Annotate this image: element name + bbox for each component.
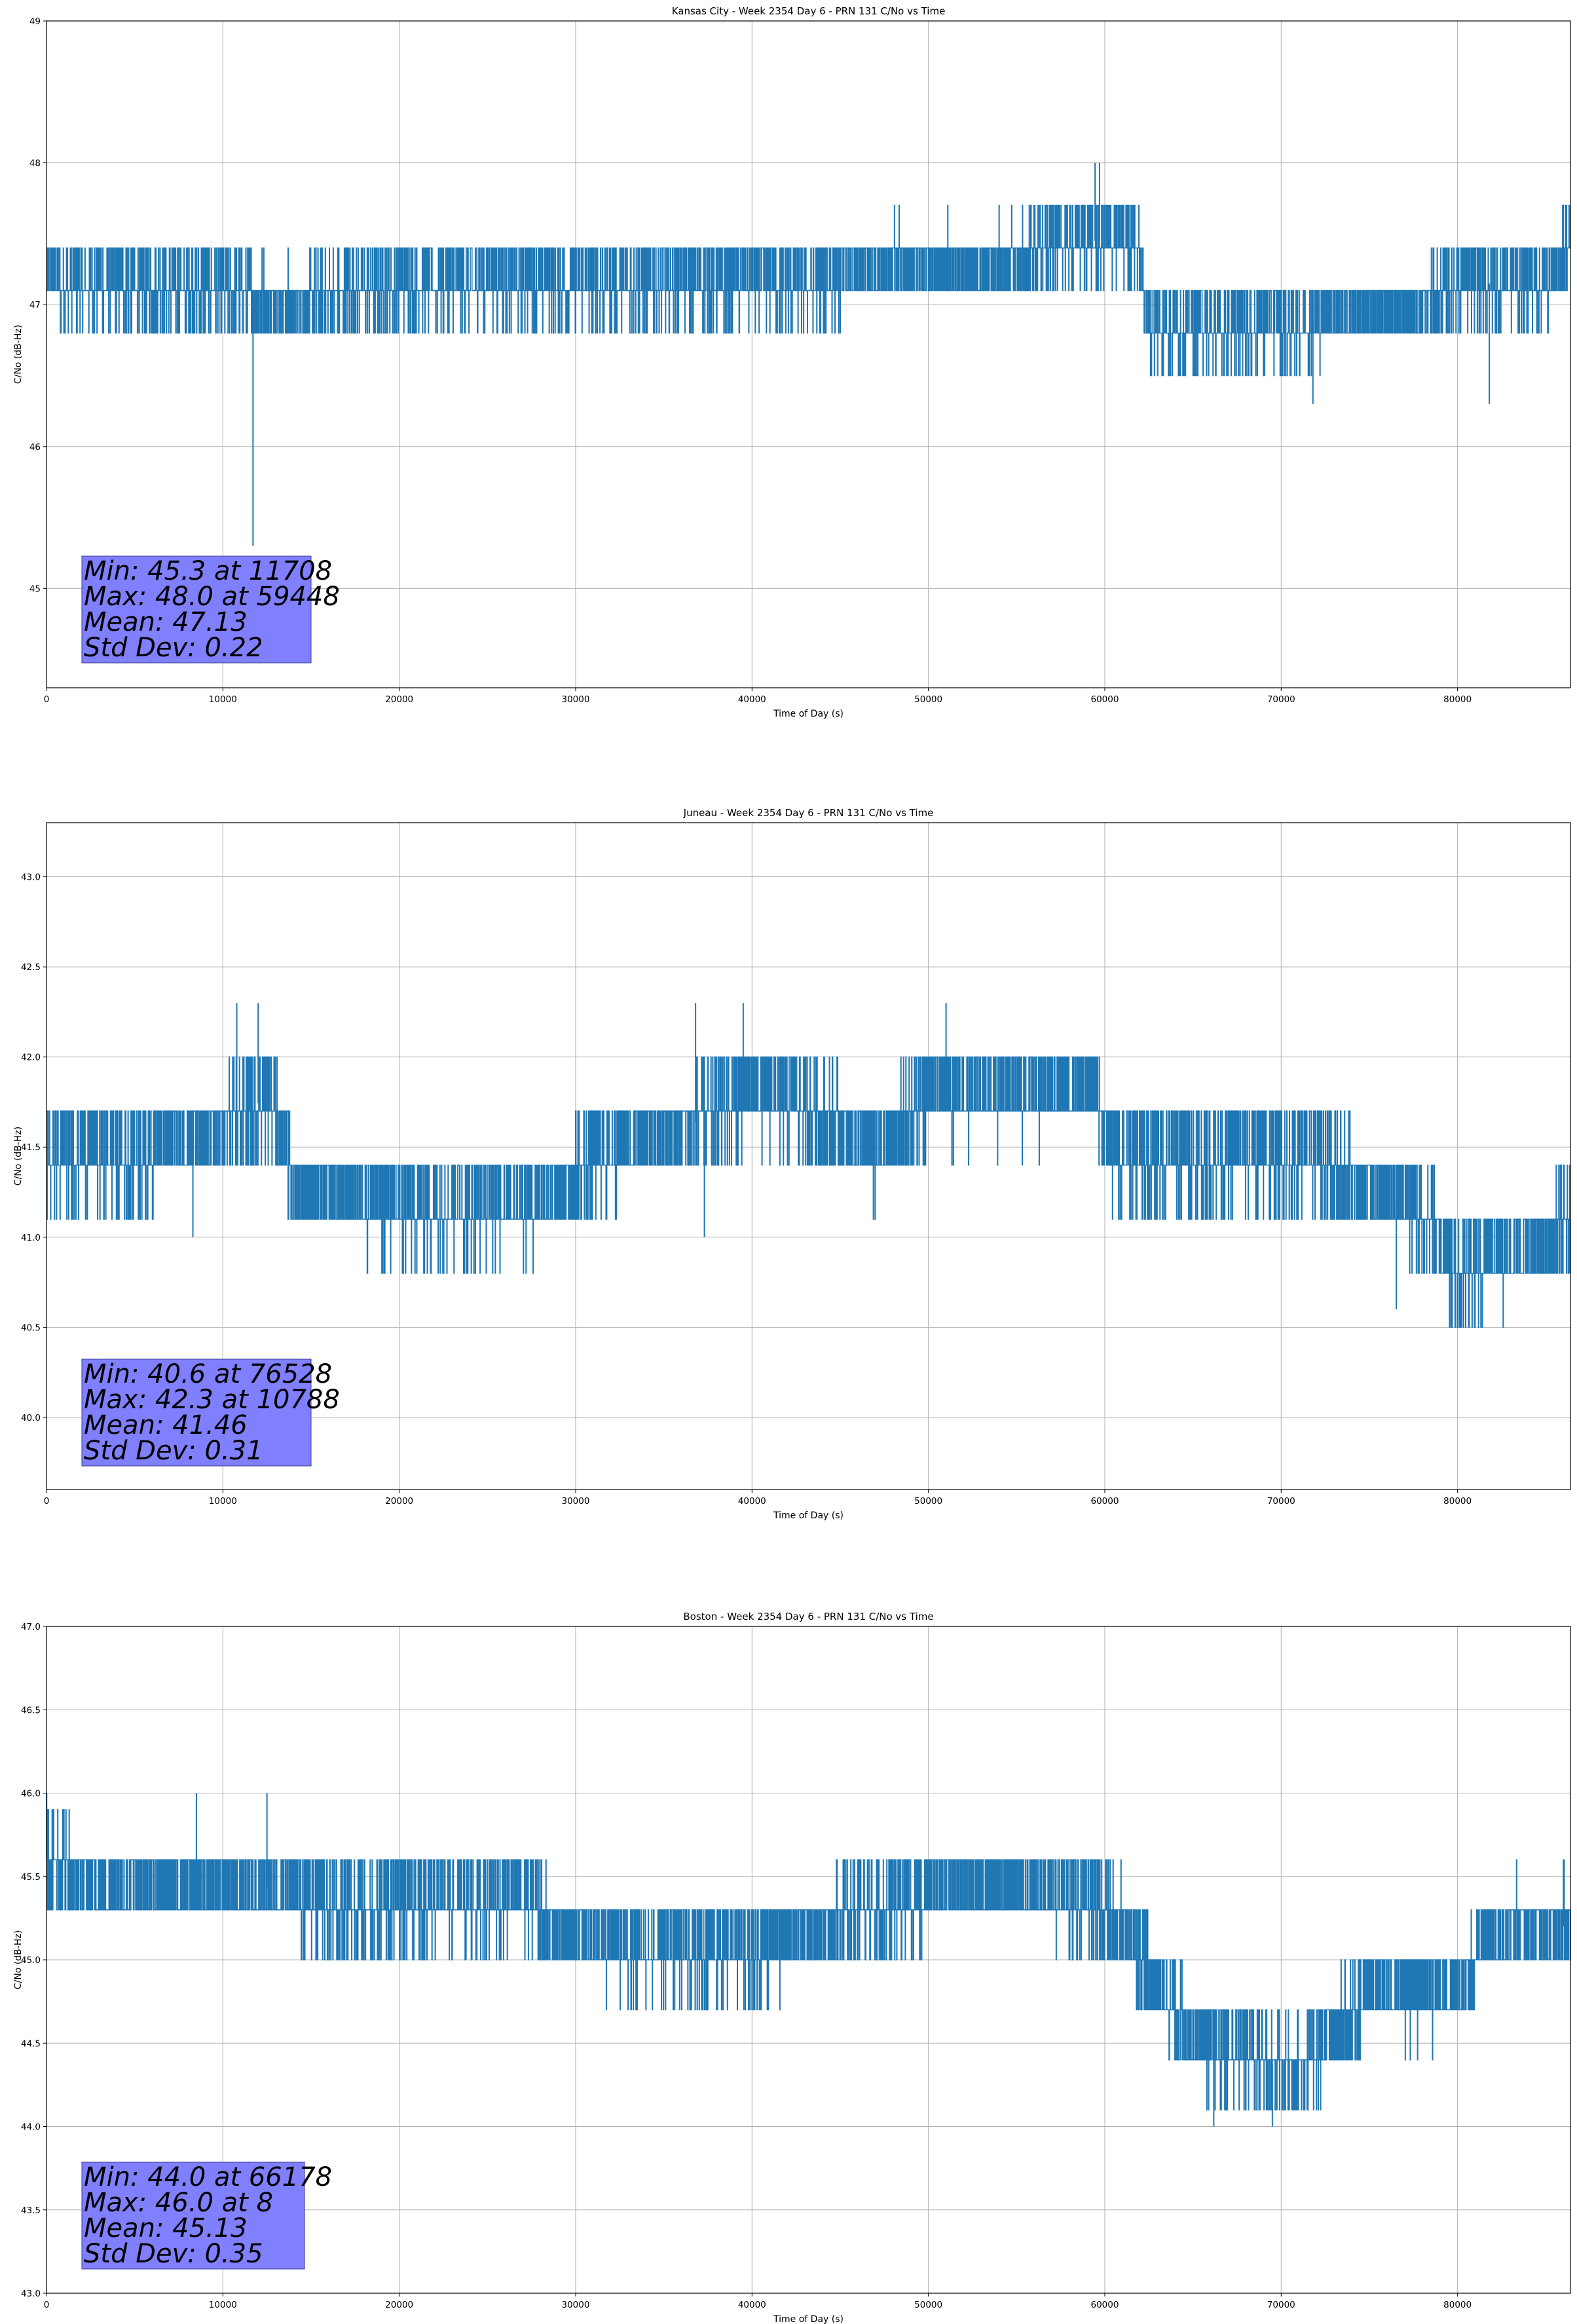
cno-series-line: [46, 204, 1570, 377]
x-tick-label: 50000: [914, 694, 942, 705]
y-tick-label: 43.0: [21, 2289, 41, 2299]
y-tick-label: 42.5: [21, 962, 41, 973]
x-tick-label: 60000: [1090, 694, 1119, 705]
x-tick-label: 30000: [562, 2300, 590, 2310]
x-tick-label: 60000: [1090, 2300, 1119, 2310]
y-tick-label: 46.5: [21, 1705, 41, 1715]
x-tick-label: 80000: [1443, 1496, 1472, 1507]
y-tick-label: 43.0: [21, 872, 41, 883]
chart-title: Juneau - Week 2354 Day 6 - PRN 131 C/No …: [683, 807, 934, 819]
stats-mean: Mean: 45.13: [84, 2213, 248, 2243]
x-tick-label: 10000: [209, 2300, 237, 2310]
x-axis-label: Time of Day (s): [773, 1510, 844, 1521]
x-tick-label: 30000: [562, 694, 590, 705]
y-tick-label: 41.0: [21, 1233, 41, 1243]
x-tick-label: 20000: [385, 694, 413, 705]
y-axis-label: C/No (dB-Hz): [13, 325, 24, 384]
y-tick-label: 43.5: [21, 2205, 41, 2216]
x-tick-label: 10000: [209, 1496, 237, 1507]
chart-title: Kansas City - Week 2354 Day 6 - PRN 131 …: [672, 5, 946, 17]
stats-min: Min: 40.6 at 76528: [84, 1359, 332, 1389]
x-tick-label: 0: [44, 2300, 50, 2310]
x-tick-label: 70000: [1267, 2300, 1295, 2310]
stats-max: Max: 48.0 at 59448: [84, 582, 340, 612]
x-tick-label: 40000: [738, 1496, 766, 1507]
stats-box-background: [81, 2162, 305, 2270]
x-axis-label: Time of Day (s): [773, 2314, 844, 2324]
x-tick-label: 60000: [1090, 1496, 1119, 1507]
x-tick-label: 10000: [209, 694, 237, 705]
x-tick-label: 0: [44, 694, 50, 705]
stats-std-dev: Std Dev: 0.35: [84, 2239, 263, 2269]
chart-panel-2: 0 10000 20000 30000 40000 50000 60000 70000 8000…: [13, 807, 1571, 1521]
x-tick-label: 20000: [385, 2300, 413, 2310]
stats-mean: Mean: 41.46: [84, 1410, 248, 1440]
axes-frame: [46, 822, 1571, 1490]
x-tick-label: 80000: [1443, 694, 1472, 705]
y-tick-label: 41.5: [21, 1142, 41, 1153]
stats-min: Min: 44.0 at 66178: [84, 2162, 332, 2192]
x-tick-label: 20000: [385, 1496, 413, 1507]
x-axis-label: Time of Day (s): [773, 709, 844, 719]
y-tick-label: 44.0: [21, 2122, 41, 2133]
stats-min: Min: 45.3 at 11708: [84, 556, 332, 586]
chart-panel-1: 0 10000 20000 30000 40000 50000 60000 70000 8000…: [13, 5, 1571, 719]
chart-title: Boston - Week 2354 Day 6 - PRN 131 C/No …: [683, 1611, 933, 1622]
x-tick-label: 50000: [914, 2300, 942, 2310]
x-tick-label: 70000: [1267, 1496, 1295, 1507]
cno-series-line: [46, 1056, 1571, 1328]
y-tick-label: 47: [29, 300, 41, 310]
x-tick-label: 50000: [914, 1496, 942, 1507]
stats-box-background: [81, 555, 312, 664]
y-tick-label: 40.0: [21, 1413, 41, 1423]
axes-frame: [46, 20, 1571, 688]
x-tick-label: 40000: [738, 694, 766, 705]
y-tick-label: 45.0: [21, 1955, 41, 1966]
y-tick-label: 42.0: [21, 1053, 41, 1063]
x-tick-label: 0: [44, 1496, 50, 1507]
y-tick-label: 48: [29, 159, 41, 169]
stats-max: Max: 46.0 at 8: [84, 2188, 273, 2218]
y-axis-label: C/No (dB-Hz): [13, 1127, 24, 1186]
x-tick-label: 40000: [738, 2300, 766, 2310]
chart-panel-3: 0 10000 20000 30000 40000 50000 60000 70000 8000…: [13, 1611, 1571, 2324]
x-tick-label: 80000: [1443, 2300, 1472, 2310]
y-tick-label: 44.5: [21, 2038, 41, 2049]
stats-box-background: [81, 1359, 312, 1467]
stats-std-dev: Std Dev: 0.22: [84, 633, 263, 663]
y-tick-label: 46: [29, 442, 41, 453]
stats-std-dev: Std Dev: 0.31: [84, 1436, 263, 1466]
stats-mean: Mean: 47.13: [84, 607, 248, 637]
y-axis-label: C/No (dB-Hz): [13, 1930, 24, 1989]
y-tick-label: 45: [29, 584, 41, 594]
cno-series-line: [46, 1809, 1571, 2110]
y-tick-label: 47.0: [21, 1622, 41, 1632]
y-tick-label: 46.0: [21, 1789, 41, 1799]
y-tick-label: 40.5: [21, 1322, 41, 1333]
x-tick-label: 70000: [1267, 694, 1295, 705]
y-tick-label: 45.5: [21, 1872, 41, 1883]
y-tick-label: 49: [29, 16, 41, 27]
x-tick-label: 30000: [562, 1496, 590, 1507]
stats-max: Max: 42.3 at 10788: [84, 1385, 340, 1415]
